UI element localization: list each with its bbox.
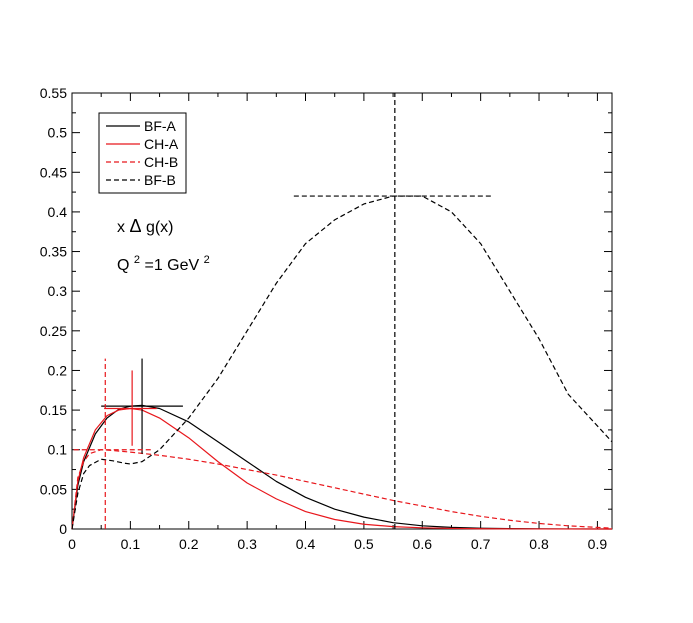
annotation-q2-exp: 2: [134, 254, 140, 266]
x-tick-label: 0: [68, 536, 76, 552]
y-tick-label: 0.5: [48, 125, 68, 141]
x-tick-label: 0.9: [588, 536, 608, 552]
series-line-ch-b: [71, 449, 613, 530]
annotation-func: x Δ g(x): [117, 216, 174, 236]
series-line-bf-b: [71, 195, 613, 530]
x-tick-label: 0.8: [529, 536, 549, 552]
x-tick-label: 0.7: [471, 536, 491, 552]
legend-label-ch-b: CH-B: [144, 154, 178, 170]
legend-label-ch-a: CH-A: [144, 136, 179, 152]
series-line-ch-a: [71, 407, 613, 530]
y-tick-label: 0.45: [40, 164, 67, 180]
x-tick-label: 0.2: [179, 536, 199, 552]
y-tick-label: 0.3: [48, 283, 68, 299]
legend: BF-A CH-A CH-B BF-B: [98, 112, 187, 194]
x-tick-label: 0.3: [237, 536, 257, 552]
axes: 0 0.1 0.2 0.3 0.4 0.5 0.6 0.7 0.8 0.9 0 0.05 0.1 0.15…: [40, 85, 612, 552]
annotation-func-prefix: x: [117, 219, 125, 236]
legend-label-bf-b: BF-B: [144, 172, 176, 188]
y-tick-label: 0.15: [40, 402, 67, 418]
series-lines: [71, 195, 613, 530]
y-tick-label: 0: [59, 521, 67, 537]
x-tick-label: 0.4: [296, 536, 316, 552]
error-bars: [73, 93, 493, 529]
annotation-func-delta: Δ: [129, 216, 141, 236]
annotation: x Δ g(x) Q 2 =1 GeV 2: [117, 216, 210, 274]
annotation-q2-mid: =1 GeV: [144, 257, 199, 274]
legend-items: BF-A CH-A CH-B BF-B: [106, 118, 179, 188]
annotation-q2-unit-exp: 2: [204, 254, 210, 266]
legend-label-bf-a: BF-A: [144, 118, 177, 134]
annotation-q2-q: Q: [117, 257, 129, 274]
y-tick-label: 0.05: [40, 481, 67, 497]
annotation-q2: Q 2 =1 GeV 2: [117, 250, 210, 274]
y-tick-label: 0.35: [40, 244, 67, 260]
y-tick-label: 0.55: [40, 85, 67, 101]
annotation-func-suffix: g(x): [146, 219, 174, 236]
y-tick-label: 0.25: [40, 323, 67, 339]
y-tick-label: 0.4: [48, 204, 68, 220]
x-tick-label: 0.6: [413, 536, 433, 552]
y-tick-label: 0.1: [48, 442, 68, 458]
series-line-bf-a: [71, 404, 613, 530]
y-tick-label: 0.2: [48, 362, 68, 378]
x-tick-label: 0.1: [121, 536, 141, 552]
x-tick-label: 0.5: [354, 536, 374, 552]
